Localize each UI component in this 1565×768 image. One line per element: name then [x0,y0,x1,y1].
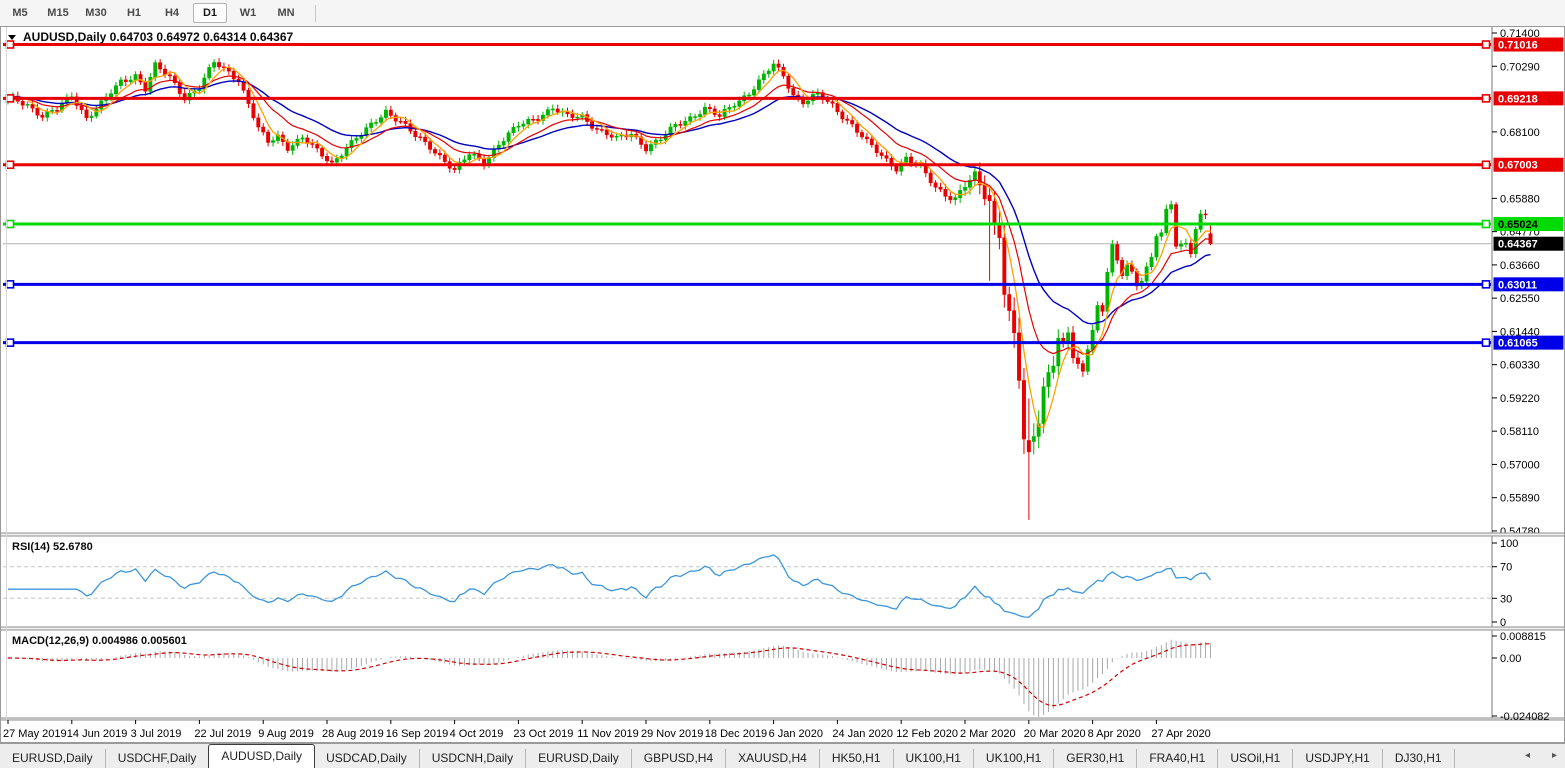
date-label: 11 Nov 2019 [577,728,639,740]
chart-window: 0.71400 0.70290 0.68100 0.65880 0.64770 0.636… [0,26,1565,743]
date-label: 22 Jul 2019 [194,728,251,740]
chart-tab-GBPUSD-H4[interactable]: GBPUSD,H4 [632,749,727,768]
date-label: 4 Oct 2019 [450,728,504,740]
time-axis[interactable]: 27 May 2019 14 Jun 2019 3 Jul 2019 22 Jul 2… [3,720,1211,740]
date-label: 8 Apr 2020 [1088,728,1141,740]
current-price-label: 0.64367 [1498,239,1538,251]
level-price-label: 0.67003 [1498,160,1538,172]
date-label: 28 Aug 2019 [322,728,384,740]
date-label: 23 Oct 2019 [513,728,573,740]
chart-tab-DJ30-H1[interactable]: DJ30,H1 [1383,749,1455,768]
price-axis[interactable]: 0.714000.702900.681000.658800.647700.636… [1491,27,1564,720]
chart-title-ohlc: AUDUSD,Daily 0.64703 0.64972 0.64314 0.6… [23,30,294,44]
timeframe-button-D1[interactable]: D1 [193,3,227,23]
toolbar-separator [315,4,316,22]
rsi-indicator-label: RSI(14) 52.6780 [12,541,93,553]
timeframe-button-H4[interactable]: H4 [164,7,180,19]
tabs-scroll-left-button[interactable]: ◂ [1524,750,1530,761]
moving-averages [7,66,1211,429]
date-label: 18 Dec 2019 [705,728,767,740]
timeframe-button-W1[interactable]: W1 [239,7,257,19]
chart-tab-USDCAD-Daily[interactable]: USDCAD,Daily [314,749,420,768]
price-chart: 0.714000.702900.681000.658800.647700.636… [0,26,1565,743]
price-tick-label: 0.60330 [1500,360,1540,372]
chart-tab-UK100-H1[interactable]: UK100,H1 [974,749,1055,768]
chart-tab-USOil-H1[interactable]: USOil,H1 [1218,749,1294,768]
date-label: 27 May 2019 [3,728,67,740]
date-label: 9 Aug 2019 [258,728,314,740]
timeframe-buttons: M5 M15 M30 H1 H4 D1 W1 MN [1,3,305,23]
date-label: 6 Jan 2020 [769,728,823,740]
level-lines [3,40,1491,347]
date-label: 16 Sep 2019 [386,728,448,740]
chart-tab-FRA40-H1[interactable]: FRA40,H1 [1137,749,1219,768]
date-label: 24 Jan 2020 [832,728,893,740]
date-label: 14 Jun 2019 [67,728,128,740]
support-line-0.61065[interactable] [3,338,1491,347]
chart-tab-XAUUSD-H4[interactable]: XAUUSD,H4 [726,749,820,768]
chart-tab-USDCHF-Daily[interactable]: USDCHF,Daily [106,749,210,768]
level-price-label: 0.63011 [1498,279,1537,291]
chart-tabs-bar: EURUSD,Daily USDCHF,Daily AUDUSD,Daily USDC… [0,743,1565,768]
rsi-panel: 100 70 30 0 [3,538,1518,629]
rsi-axis-label: 100 [1500,538,1518,550]
date-label: 29 Nov 2019 [641,728,703,740]
timeframe-button-M15[interactable]: M15 [47,7,69,19]
tab-scroll-arrows: ◂ ▸ [1525,751,1557,761]
macd-axis: 0.008815 0.00 -0.024082 [1492,631,1550,723]
price-tick-label: 0.68100 [1500,127,1540,139]
chart-tab-USDJPY-H1[interactable]: USDJPY,H1 [1293,749,1383,768]
chart-tab-GER30-H1[interactable]: GER30,H1 [1054,749,1138,768]
resistance-line-0.69218[interactable] [3,94,1491,103]
date-label: 2 Mar 2020 [960,728,1016,740]
level-price-label: 0.69218 [1498,93,1538,105]
chart-tab-USDCNH-Daily[interactable]: USDCNH,Daily [420,749,527,768]
chart-tab-EURUSD-Daily[interactable]: EURUSD,Daily [0,749,106,768]
rsi-axis-label: 70 [1500,562,1512,574]
level-price-label: 0.61065 [1498,338,1538,350]
price-tick-label: 0.62550 [1500,293,1540,305]
rsi-axis-label: 30 [1500,593,1512,605]
tabs-scroll-right-button[interactable]: ▸ [1551,750,1557,761]
rsi-line [8,554,1212,618]
level-price-label: 0.71016 [1498,40,1538,52]
chart-tabs: EURUSD,Daily USDCHF,Daily AUDUSD,Daily USDC… [0,744,1455,768]
price-tick-label: 0.71400 [1500,28,1540,40]
chart-tab-EURUSD-Daily[interactable]: EURUSD,Daily [526,749,632,768]
date-label: 12 Feb 2020 [896,728,958,740]
timeframe-toolbar: M5 M15 M30 H1 H4 D1 W1 MN [0,0,1565,26]
macd-indicator-label: MACD(12,26,9) 0.004986 0.005601 [12,635,187,647]
price-tick-label: 0.59220 [1500,393,1540,405]
rsi-axis-label: 0 [1500,617,1506,629]
timeframe-button-M5[interactable]: M5 [12,7,28,19]
price-tick-label: 0.65880 [1500,193,1540,205]
date-label: 20 Mar 2020 [1024,728,1086,740]
price-tick-label: 0.55890 [1500,493,1540,505]
macd-axis-label: -0.024082 [1500,711,1550,723]
chart-tab-UK100-H1[interactable]: UK100,H1 [894,749,974,768]
price-tick-label: 0.57000 [1500,459,1540,471]
timeframe-button-MN[interactable]: MN [277,7,295,19]
chart-tab-AUDUSD-Daily[interactable]: AUDUSD,Daily [208,744,316,768]
price-tick-label: 0.70290 [1500,61,1540,73]
price-tick-label: 0.61440 [1500,326,1540,338]
timeframe-button-M30[interactable]: M30 [85,7,107,19]
date-label: 27 Apr 2020 [1151,728,1210,740]
macd-axis-label: 0.008815 [1500,631,1546,643]
timeframe-button-H1[interactable]: H1 [126,7,142,19]
chart-tab-HK50-H1[interactable]: HK50,H1 [820,749,894,768]
price-tick-label: 0.58110 [1500,426,1539,438]
macd-axis-label: 0.00 [1500,653,1521,665]
macd-panel [7,639,1211,717]
date-label: 3 Jul 2019 [131,728,182,740]
chart-menu-dropdown-icon[interactable] [8,35,16,40]
level-price-label: 0.65024 [1498,219,1539,231]
price-tick-label: 0.63660 [1500,260,1540,272]
